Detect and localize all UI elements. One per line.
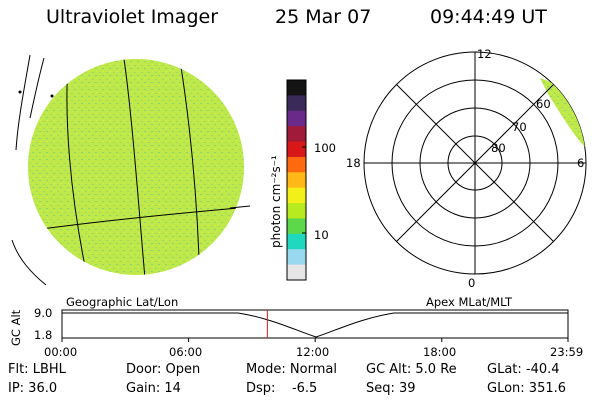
header-time: 09:44:49 UT bbox=[430, 6, 547, 28]
timeline-ytick-low: 1.8 bbox=[34, 328, 53, 342]
timeline-ytick-high: 9.0 bbox=[34, 306, 53, 320]
colorbar-segment bbox=[287, 187, 306, 204]
earth-disk bbox=[28, 59, 244, 275]
info-mode: Mode: Normal bbox=[246, 362, 337, 377]
info-glat: GLat: -40.4 bbox=[487, 362, 560, 377]
colorbar-segment bbox=[287, 110, 306, 127]
colorbar-segment bbox=[287, 172, 306, 189]
lat-label-80: 80 bbox=[491, 141, 506, 155]
timeline-ticks bbox=[61, 338, 569, 342]
info-filter: Flt: LBHL bbox=[8, 362, 66, 377]
mlt-label-0: 0 bbox=[468, 276, 476, 290]
colorbar-tick-100: 100 bbox=[314, 141, 336, 155]
info-dsp: Dsp: -6.5 bbox=[246, 381, 318, 396]
timeline-left-label: Geographic Lat/Lon bbox=[66, 295, 179, 309]
mlt-label-12: 12 bbox=[477, 47, 492, 61]
timeline-axis-title: GC Alt bbox=[9, 309, 23, 346]
colorbar-segment bbox=[287, 156, 306, 173]
colorbar-segment bbox=[287, 218, 306, 235]
timeline-panel bbox=[61, 309, 569, 342]
info-seq: Seq: 39 bbox=[366, 381, 416, 396]
colorbar-segment bbox=[287, 80, 306, 96]
timeline-xtick-0600: 06:00 bbox=[169, 345, 203, 359]
gc-alt-curve bbox=[62, 312, 568, 338]
colorbar-segment bbox=[287, 264, 306, 281]
info-gain: Gain: 14 bbox=[126, 381, 181, 396]
info-ip: IP: 36.0 bbox=[8, 381, 58, 396]
colorbar-segment bbox=[287, 95, 306, 112]
colorbar-segment bbox=[287, 141, 306, 158]
timeline-xtick-0000: 00:00 bbox=[44, 345, 78, 359]
colorbar-segment bbox=[287, 249, 306, 266]
info-door: Door: Open bbox=[126, 362, 201, 377]
timeline-frame bbox=[61, 309, 569, 339]
lat-label-70: 70 bbox=[512, 120, 527, 134]
timeline-xtick-1800: 18:00 bbox=[423, 345, 457, 359]
lat-label-60: 60 bbox=[536, 97, 551, 111]
colorbar-frame bbox=[286, 79, 307, 281]
polar-plot bbox=[363, 51, 587, 275]
info-glon: GLon: 351.6 bbox=[487, 381, 567, 396]
mlt-label-18: 18 bbox=[346, 156, 361, 170]
colorbar-tick-10: 10 bbox=[314, 228, 329, 242]
mlt-label-6: 6 bbox=[577, 156, 585, 170]
timeline-right-label: Apex MLat/MLT bbox=[426, 295, 513, 309]
earth-image bbox=[11, 54, 251, 286]
timeline-xtick-1200: 12:00 bbox=[296, 345, 330, 359]
auroral-oval bbox=[540, 78, 586, 148]
timeline-xtick-2359: 23:59 bbox=[550, 345, 584, 359]
geo-grid-outside bbox=[11, 54, 251, 286]
app-title: Ultraviolet Imager bbox=[46, 6, 219, 28]
info-gc-alt: GC Alt: 5.0 Re bbox=[366, 362, 457, 377]
header-date: 25 Mar 07 bbox=[275, 6, 372, 28]
colorbar bbox=[286, 79, 307, 281]
colorbar-unit-label: photon cm⁻²s⁻¹ bbox=[269, 155, 283, 248]
colorbar-segment bbox=[287, 126, 306, 143]
mlt-diag-2 bbox=[396, 84, 554, 242]
colorbar-segment bbox=[287, 233, 306, 250]
colorbar-segment bbox=[287, 203, 306, 219]
